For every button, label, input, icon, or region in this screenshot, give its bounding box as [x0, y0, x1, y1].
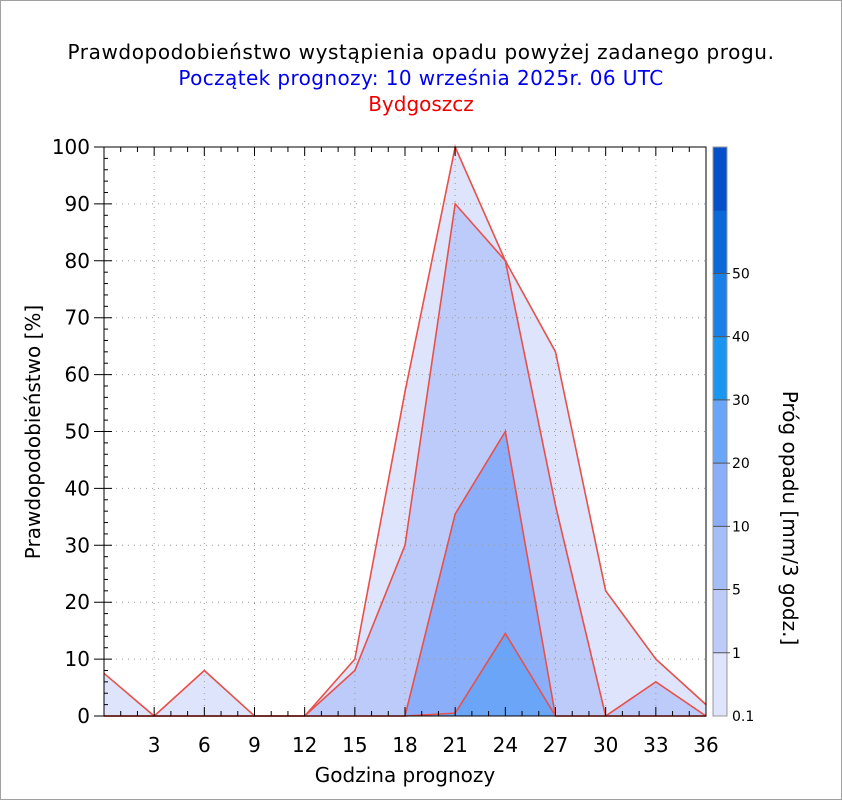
x-tick-label: 12	[292, 733, 317, 757]
y-tick-label: 10	[65, 647, 90, 671]
colorbar-band	[713, 210, 727, 274]
colorbar-label: 5	[732, 583, 741, 599]
colorbar-band	[713, 336, 727, 401]
location-subtitle: Bydgoszcz	[368, 92, 474, 116]
series-4-point	[504, 632, 506, 635]
colorbar-label: 20	[732, 456, 750, 472]
colorbar-label: 40	[732, 330, 750, 346]
forecast-start-subtitle: Początek prognozy: 10 września 2025r. 06…	[178, 66, 664, 90]
x-tick-label: 9	[248, 733, 261, 757]
colorbar-band	[713, 147, 727, 211]
series-2-point	[504, 260, 506, 262]
x-tick-label: 15	[342, 733, 367, 757]
series-3-point	[504, 430, 506, 433]
colorbar-label: 0.1	[732, 709, 754, 725]
y-tick-label: 20	[65, 590, 90, 614]
series-1-point	[655, 658, 657, 660]
colorbar-band	[713, 463, 727, 527]
colorbar-label: 50	[732, 266, 750, 282]
x-axis-title: Godzina prognozy	[315, 763, 496, 787]
x-tick-label: 24	[493, 733, 518, 757]
x-tick-label: 30	[593, 733, 618, 757]
x-tick-label: 21	[442, 733, 467, 757]
colorbar-label: 10	[732, 519, 750, 535]
colorbar-band	[713, 399, 727, 464]
colorbar-frame	[712, 146, 728, 717]
y-tick-label: 50	[65, 420, 90, 444]
series-2-point	[655, 681, 657, 683]
series-1-point	[354, 658, 356, 660]
series-1-point	[554, 351, 557, 353]
series-2-point	[554, 504, 557, 507]
y-tick-label: 60	[65, 363, 90, 387]
x-tick-label: 27	[543, 733, 568, 757]
area-threshold-2	[104, 203, 706, 716]
series-1-point	[203, 669, 205, 672]
colorbar-label: 1	[732, 646, 741, 662]
y-tick-label: 70	[65, 306, 90, 330]
colorbar-band	[713, 273, 727, 338]
y-tick-label: 80	[65, 249, 90, 273]
colorbar-band	[713, 652, 727, 717]
y-tick-label: 40	[65, 476, 90, 500]
x-tick-label: 36	[693, 733, 718, 757]
x-tick-label: 6	[198, 733, 211, 757]
chart-title: Prawdopodobieństwo wystąpienia opadu pow…	[67, 40, 775, 64]
y-tick-label: 100	[52, 135, 90, 159]
series-2-point	[404, 544, 406, 546]
series-1-point	[605, 590, 607, 592]
colorbar-band	[713, 589, 727, 654]
series-2-point	[354, 669, 356, 672]
colorbar-title: Próg opadu [mm/3 godz.]	[778, 391, 802, 646]
series-2-point	[454, 203, 456, 205]
series-3-point	[454, 513, 456, 515]
x-tick-label: 33	[643, 733, 668, 757]
colorbar-band	[713, 526, 727, 591]
y-tick-label: 0	[77, 704, 90, 728]
colorbar-label: 30	[732, 393, 750, 409]
x-tick-label: 18	[392, 733, 417, 757]
y-tick-label: 30	[65, 533, 90, 557]
series-1-point	[404, 391, 406, 393]
x-tick-label: 3	[148, 733, 161, 757]
y-axis-title: Prawdopodobieństwo [%]	[21, 305, 45, 559]
y-tick-label: 90	[65, 192, 90, 216]
